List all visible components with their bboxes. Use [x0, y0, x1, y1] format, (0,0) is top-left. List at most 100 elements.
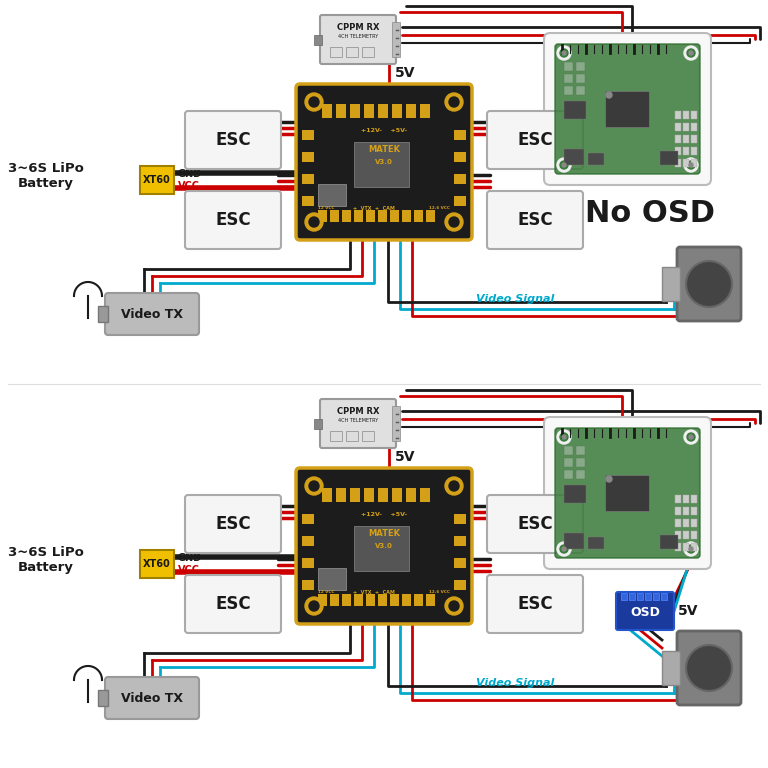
- Bar: [302, 536, 314, 546]
- Bar: [653, 593, 659, 600]
- Bar: [564, 446, 573, 455]
- Circle shape: [689, 51, 693, 55]
- Bar: [346, 431, 358, 441]
- Bar: [98, 306, 108, 322]
- Bar: [354, 594, 363, 606]
- Bar: [318, 594, 327, 606]
- Circle shape: [606, 92, 612, 98]
- Circle shape: [309, 481, 319, 491]
- Bar: [691, 519, 697, 527]
- Circle shape: [686, 261, 732, 307]
- Circle shape: [305, 477, 323, 495]
- FancyBboxPatch shape: [616, 592, 674, 630]
- Text: ESC: ESC: [517, 211, 553, 229]
- Circle shape: [684, 46, 698, 60]
- Bar: [576, 86, 585, 95]
- FancyBboxPatch shape: [320, 399, 396, 448]
- Circle shape: [686, 645, 732, 691]
- Circle shape: [687, 49, 695, 57]
- Circle shape: [560, 545, 568, 553]
- Bar: [675, 495, 681, 503]
- Bar: [564, 533, 584, 549]
- Bar: [414, 594, 423, 606]
- Bar: [392, 406, 400, 441]
- Bar: [346, 47, 358, 57]
- Text: CPPM RX: CPPM RX: [336, 22, 379, 31]
- Bar: [318, 184, 346, 206]
- Bar: [564, 74, 573, 83]
- Bar: [629, 593, 635, 600]
- Bar: [691, 135, 697, 143]
- Bar: [675, 135, 681, 143]
- Bar: [564, 149, 584, 165]
- Text: 12.6 VCC: 12.6 VCC: [429, 206, 450, 210]
- Circle shape: [684, 158, 698, 172]
- Text: ESC: ESC: [215, 131, 251, 149]
- Bar: [330, 431, 342, 441]
- FancyBboxPatch shape: [544, 417, 711, 569]
- Text: Video Signal: Video Signal: [476, 294, 554, 304]
- Circle shape: [560, 161, 568, 169]
- Bar: [426, 594, 435, 606]
- Bar: [354, 210, 363, 222]
- FancyBboxPatch shape: [487, 575, 583, 633]
- Circle shape: [309, 217, 319, 227]
- Circle shape: [449, 97, 459, 107]
- Bar: [336, 104, 346, 118]
- Bar: [454, 514, 466, 524]
- Bar: [390, 594, 399, 606]
- Bar: [140, 550, 174, 578]
- Text: MATEK: MATEK: [368, 145, 400, 154]
- Bar: [302, 196, 314, 206]
- Bar: [691, 147, 697, 155]
- FancyBboxPatch shape: [677, 247, 741, 321]
- Text: V3.0: V3.0: [375, 543, 393, 549]
- Circle shape: [557, 158, 571, 172]
- Bar: [691, 159, 697, 167]
- Bar: [660, 151, 678, 165]
- Bar: [675, 543, 681, 551]
- FancyBboxPatch shape: [105, 677, 199, 719]
- FancyBboxPatch shape: [677, 631, 741, 705]
- Text: Video TX: Video TX: [121, 691, 183, 704]
- Circle shape: [689, 163, 693, 167]
- Circle shape: [684, 430, 698, 444]
- Bar: [576, 74, 585, 83]
- Bar: [454, 580, 466, 590]
- Bar: [378, 594, 387, 606]
- Text: 12 VCC: 12 VCC: [318, 590, 334, 594]
- Text: 12.6 VCC: 12.6 VCC: [429, 590, 450, 594]
- Bar: [318, 568, 346, 590]
- Bar: [336, 488, 346, 502]
- Bar: [645, 593, 651, 600]
- Bar: [683, 543, 689, 551]
- Text: XT60: XT60: [143, 559, 170, 569]
- Bar: [322, 104, 332, 118]
- Bar: [302, 580, 314, 590]
- Bar: [564, 458, 573, 467]
- Circle shape: [687, 433, 695, 441]
- Bar: [392, 488, 402, 502]
- Bar: [414, 210, 423, 222]
- Bar: [378, 210, 387, 222]
- Circle shape: [445, 213, 463, 231]
- Bar: [691, 531, 697, 539]
- FancyBboxPatch shape: [296, 468, 472, 624]
- Bar: [406, 104, 416, 118]
- Text: 5V: 5V: [678, 604, 699, 618]
- Bar: [322, 488, 332, 502]
- Circle shape: [449, 481, 459, 491]
- Text: 3~6S LiPo
Battery: 3~6S LiPo Battery: [8, 162, 84, 190]
- Text: +12V-    +5V-: +12V- +5V-: [361, 127, 407, 133]
- Circle shape: [689, 547, 693, 551]
- Bar: [354, 526, 409, 571]
- Bar: [662, 651, 680, 685]
- Bar: [661, 593, 667, 600]
- Bar: [588, 537, 604, 549]
- Bar: [588, 153, 604, 165]
- Bar: [420, 488, 430, 502]
- Bar: [330, 210, 339, 222]
- Circle shape: [449, 601, 459, 611]
- Circle shape: [445, 477, 463, 495]
- Bar: [378, 488, 388, 502]
